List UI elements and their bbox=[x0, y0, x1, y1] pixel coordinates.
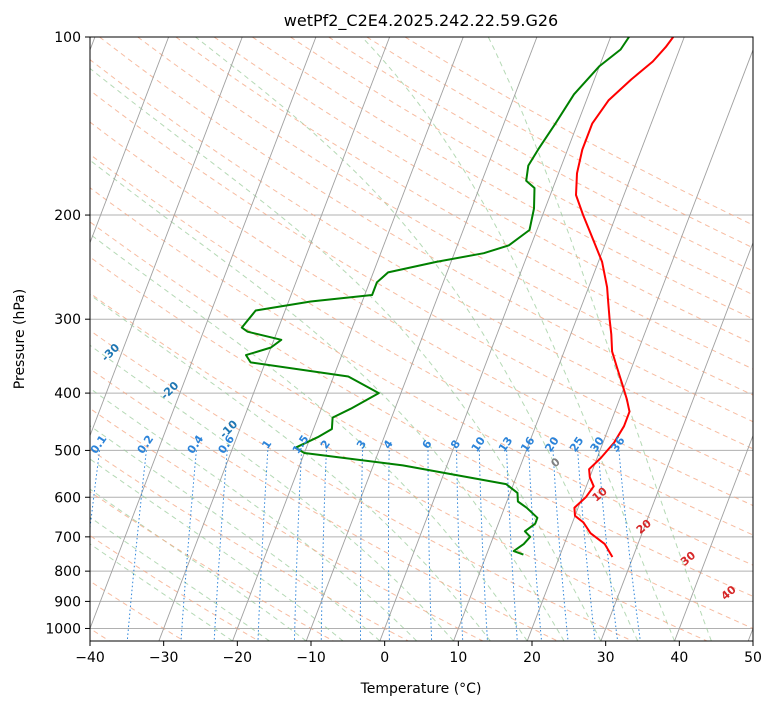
mixing-ratio-line bbox=[427, 450, 433, 641]
moist-adiabat bbox=[90, 344, 454, 641]
dry-adiabat bbox=[90, 407, 484, 641]
y-tick-label: 200 bbox=[54, 208, 81, 224]
temperature-profile-line bbox=[573, 37, 675, 558]
isotherm-line bbox=[305, 37, 538, 641]
mixing-ratio-line bbox=[126, 450, 147, 641]
y-axis-ticks: 100 200 300 400 500 600 700 800 900 1000 bbox=[45, 30, 90, 637]
mixing-ratio-line bbox=[320, 450, 327, 641]
isotherms bbox=[90, 37, 753, 641]
y-tick-label: 1000 bbox=[45, 621, 81, 637]
x-tick-label: 20 bbox=[523, 650, 541, 666]
mixing-ratio-line bbox=[577, 450, 596, 641]
mixing-ratio-line bbox=[456, 450, 464, 641]
y-tick-label: 500 bbox=[54, 443, 81, 459]
mixing-ratio-lines bbox=[90, 450, 641, 641]
mixing-ratio-line bbox=[478, 450, 488, 641]
x-tick-label: −20 bbox=[223, 650, 253, 666]
x-tick-label: −40 bbox=[75, 650, 105, 666]
moist-adiabat bbox=[487, 37, 712, 641]
mixing-ratio-line bbox=[359, 450, 364, 641]
x-tick-label: −30 bbox=[149, 650, 179, 666]
moist-adiabat bbox=[90, 294, 491, 641]
mixing-ratio-line bbox=[506, 450, 518, 641]
isotherm-line bbox=[90, 37, 317, 630]
moist-adiabat bbox=[361, 37, 675, 641]
isotherm-line bbox=[90, 37, 243, 437]
pressure-gridlines bbox=[90, 37, 753, 629]
y-tick-label: 700 bbox=[54, 530, 81, 546]
y-tick-label: 800 bbox=[54, 564, 81, 580]
dry-adiabat bbox=[90, 580, 185, 641]
x-tick-label: 40 bbox=[670, 650, 688, 666]
y-tick-label: 900 bbox=[54, 594, 81, 610]
moist-adiabat bbox=[90, 458, 344, 641]
mixing-ratio-line bbox=[388, 450, 390, 641]
moist-adiabat bbox=[90, 67, 602, 641]
dry-adiabat bbox=[90, 256, 753, 630]
dry-adiabat bbox=[90, 448, 409, 641]
isotherm-line bbox=[674, 434, 753, 641]
profile-series bbox=[240, 37, 675, 558]
plot-frame bbox=[89, 36, 754, 642]
isotherm-line bbox=[379, 37, 612, 641]
mixing-ratio-line bbox=[213, 450, 228, 641]
moist-adiabat bbox=[195, 37, 639, 641]
isotherm-line bbox=[453, 37, 685, 641]
x-axis-label: Temperature (°C) bbox=[360, 681, 482, 697]
mixing-ratio-line bbox=[597, 450, 619, 641]
x-tick-label: 30 bbox=[597, 650, 615, 666]
moist-adiabat bbox=[90, 159, 565, 641]
dry-adiabat bbox=[252, 37, 753, 320]
dry-adiabat bbox=[90, 121, 753, 507]
y-axis-label: Pressure (hPa) bbox=[12, 289, 28, 389]
y-tick-label: 600 bbox=[54, 490, 81, 506]
dry-adiabat bbox=[90, 221, 753, 597]
x-tick-label: 50 bbox=[744, 650, 762, 666]
moist-adiabat bbox=[90, 233, 528, 641]
plot-area: 0.10.20.40.611.52346810131620253036-100-… bbox=[90, 37, 753, 641]
y-tick-label: 100 bbox=[54, 30, 81, 46]
y-tick-label: 400 bbox=[54, 386, 81, 402]
mixing-ratio-line bbox=[528, 450, 542, 641]
moist-adiabat bbox=[90, 543, 233, 641]
dry-adiabats bbox=[90, 37, 753, 641]
dry-adiabat bbox=[90, 368, 558, 641]
y-tick-label: 300 bbox=[54, 312, 81, 328]
dry-adiabat bbox=[90, 89, 753, 478]
isotherm-line bbox=[232, 37, 464, 641]
mixing-ratio-line bbox=[294, 450, 303, 641]
x-axis-ticks: −40 −30 −20 −10 0 10 20 30 40 50 bbox=[75, 641, 762, 666]
x-tick-label: −10 bbox=[296, 650, 326, 666]
dry-adiabat bbox=[90, 292, 708, 641]
moist-adiabats bbox=[90, 37, 712, 641]
moist-adiabat bbox=[90, 516, 270, 641]
mixing-ratio-line bbox=[552, 450, 569, 641]
x-tick-label: 10 bbox=[449, 650, 467, 666]
isotherm-line bbox=[90, 37, 170, 245]
mixing-ratio-line bbox=[257, 450, 269, 641]
isotherm-line bbox=[526, 48, 753, 641]
dry-adiabat bbox=[90, 153, 753, 536]
dry-adiabat bbox=[90, 329, 633, 641]
chart-title: wetPf2_C2E4.2025.242.22.59.G26 bbox=[284, 11, 558, 31]
x-tick-label: 0 bbox=[380, 650, 389, 666]
isotherm-line bbox=[600, 241, 753, 641]
mixing-ratio-line bbox=[180, 450, 197, 641]
dry-adiabat bbox=[90, 59, 753, 450]
mixing-ratio-line bbox=[618, 450, 641, 641]
moist-adiabat bbox=[90, 387, 418, 641]
dewpoint-profile-line bbox=[240, 37, 630, 556]
dry-adiabat bbox=[290, 37, 753, 296]
